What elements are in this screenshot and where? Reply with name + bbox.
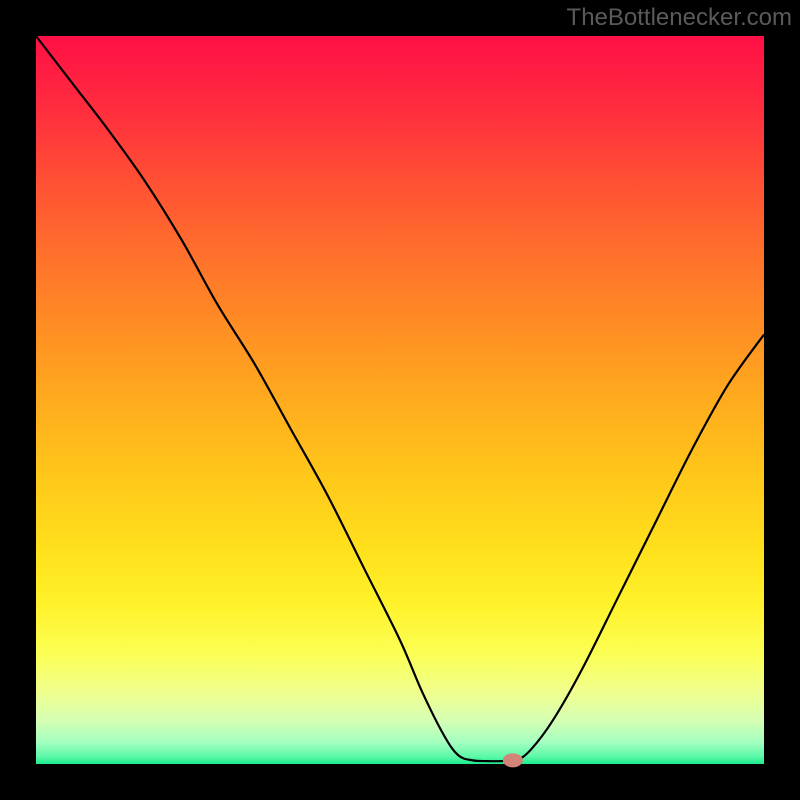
bottleneck-chart: TheBottlenecker.com bbox=[0, 0, 800, 800]
chart-svg bbox=[0, 0, 800, 800]
watermark-text: TheBottlenecker.com bbox=[567, 4, 792, 32]
plot-background bbox=[36, 36, 764, 764]
optimal-marker bbox=[503, 753, 523, 767]
